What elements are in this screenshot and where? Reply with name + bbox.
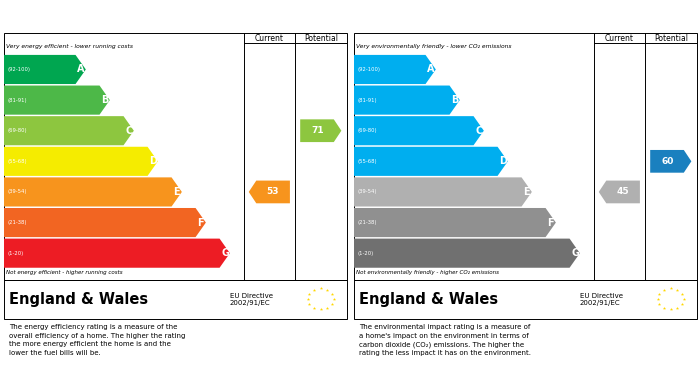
Text: 60: 60 xyxy=(662,157,673,166)
Polygon shape xyxy=(354,55,436,84)
Text: Potential: Potential xyxy=(304,34,338,43)
Polygon shape xyxy=(4,178,182,206)
Text: Potential: Potential xyxy=(654,34,688,43)
Text: (69-80): (69-80) xyxy=(8,128,27,133)
Text: England & Wales: England & Wales xyxy=(358,292,498,307)
Text: (39-54): (39-54) xyxy=(8,190,27,194)
Polygon shape xyxy=(4,55,86,84)
Text: The energy efficiency rating is a measure of the
overall efficiency of a home. T: The energy efficiency rating is a measur… xyxy=(8,325,185,356)
Polygon shape xyxy=(650,150,692,173)
Text: (55-68): (55-68) xyxy=(8,159,27,164)
Text: 45: 45 xyxy=(617,187,629,196)
Polygon shape xyxy=(300,119,342,142)
Text: 53: 53 xyxy=(267,187,279,196)
Text: E: E xyxy=(174,187,180,197)
Text: B: B xyxy=(452,95,458,105)
Text: EU Directive
2002/91/EC: EU Directive 2002/91/EC xyxy=(230,292,273,306)
Text: D: D xyxy=(499,156,508,166)
Polygon shape xyxy=(248,181,290,203)
Text: (39-54): (39-54) xyxy=(358,190,377,194)
Polygon shape xyxy=(4,147,158,176)
Text: (69-80): (69-80) xyxy=(358,128,377,133)
Text: 71: 71 xyxy=(311,126,323,135)
Text: D: D xyxy=(149,156,158,166)
Polygon shape xyxy=(354,208,556,237)
Polygon shape xyxy=(354,239,580,268)
Text: Current: Current xyxy=(255,34,284,43)
Text: G: G xyxy=(571,248,580,258)
Text: Not energy efficient - higher running costs: Not energy efficient - higher running co… xyxy=(6,270,123,275)
Text: C: C xyxy=(475,126,482,136)
Text: (92-100): (92-100) xyxy=(358,67,381,72)
Text: (1-20): (1-20) xyxy=(358,251,374,256)
Text: EU Directive
2002/91/EC: EU Directive 2002/91/EC xyxy=(580,292,623,306)
Polygon shape xyxy=(354,178,532,206)
Text: Environmental Impact (CO₂) Rating: Environmental Impact (CO₂) Rating xyxy=(358,13,578,23)
Polygon shape xyxy=(354,147,508,176)
Text: Not environmentally friendly - higher CO₂ emissions: Not environmentally friendly - higher CO… xyxy=(356,270,499,275)
Text: A: A xyxy=(427,65,435,74)
Polygon shape xyxy=(354,116,484,145)
Text: Very energy efficient - lower running costs: Very energy efficient - lower running co… xyxy=(6,44,133,49)
Text: B: B xyxy=(102,95,108,105)
Polygon shape xyxy=(4,116,134,145)
Text: (21-38): (21-38) xyxy=(358,220,377,225)
Polygon shape xyxy=(598,181,640,203)
Text: (81-91): (81-91) xyxy=(8,98,27,102)
Text: C: C xyxy=(125,126,132,136)
Text: Current: Current xyxy=(605,34,634,43)
Text: E: E xyxy=(524,187,530,197)
Text: (81-91): (81-91) xyxy=(358,98,377,102)
Polygon shape xyxy=(4,86,110,115)
Text: Energy Efficiency Rating: Energy Efficiency Rating xyxy=(8,13,162,23)
Text: (92-100): (92-100) xyxy=(8,67,31,72)
Polygon shape xyxy=(354,86,460,115)
Text: F: F xyxy=(547,217,554,228)
Text: (1-20): (1-20) xyxy=(8,251,24,256)
Text: The environmental impact rating is a measure of
a home's impact on the environme: The environmental impact rating is a mea… xyxy=(358,325,531,357)
Polygon shape xyxy=(4,239,230,268)
Text: G: G xyxy=(221,248,230,258)
Text: A: A xyxy=(77,65,85,74)
Text: F: F xyxy=(197,217,204,228)
Text: Very environmentally friendly - lower CO₂ emissions: Very environmentally friendly - lower CO… xyxy=(356,44,512,49)
Text: England & Wales: England & Wales xyxy=(8,292,148,307)
Polygon shape xyxy=(4,208,206,237)
Text: (55-68): (55-68) xyxy=(358,159,377,164)
Text: (21-38): (21-38) xyxy=(8,220,27,225)
